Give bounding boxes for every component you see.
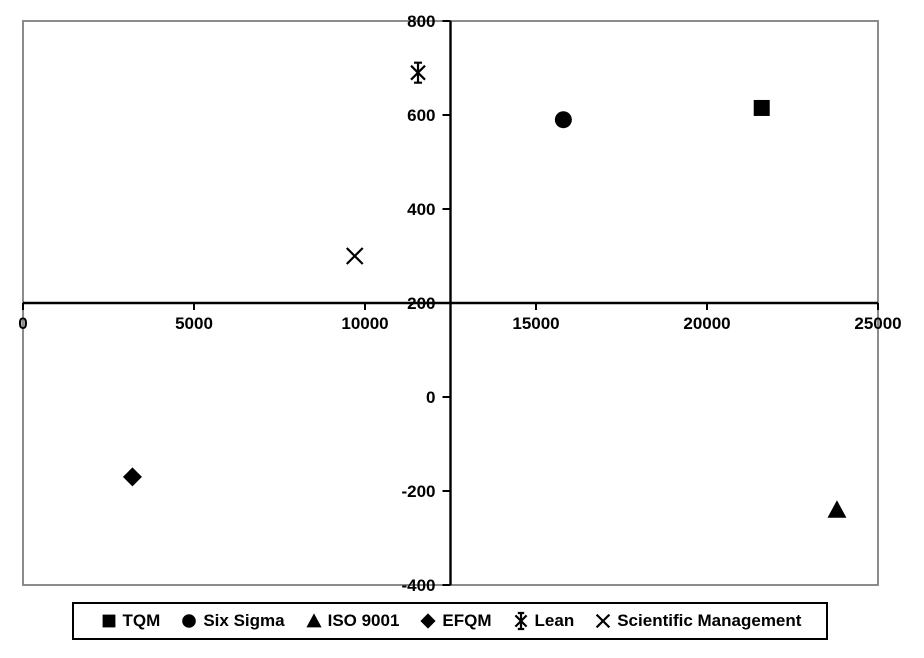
legend-item-label: TQM xyxy=(122,611,161,630)
triangle-marker-icon xyxy=(827,500,847,518)
data-point-scientific-management xyxy=(345,247,364,265)
asterisk-marker-icon xyxy=(410,61,426,84)
diamond-legend-icon xyxy=(420,613,437,629)
square-legend-icon xyxy=(102,614,115,628)
plot-area: 0 5000 10000 15000 20000 25000 800 600 400 200 0 -2… xyxy=(18,12,901,595)
legend-item-efqm: EFQM xyxy=(418,611,492,631)
x-marker-icon xyxy=(345,247,364,265)
diamond-marker-icon xyxy=(122,467,142,487)
legend-item-scientific-management: Scientific Management xyxy=(593,611,801,631)
y-axis-tick-label: 800 xyxy=(407,12,435,31)
legend-item-tqm: TQM xyxy=(99,611,161,631)
y-axis-tick-label: 200 xyxy=(407,294,435,313)
x-legend-icon xyxy=(596,613,611,629)
legend-item-label: Scientific Management xyxy=(617,611,802,630)
circle-marker-icon xyxy=(554,111,572,129)
legend-item-iso-9001: ISO 9001 xyxy=(304,611,400,631)
asterisk-marker-icon xyxy=(514,611,527,631)
x-axis-tick-label: 20000 xyxy=(683,314,730,333)
data-point-tqm xyxy=(753,99,770,116)
legend-item-label: Six Sigma xyxy=(203,611,285,630)
data-point-six-sigma xyxy=(554,111,572,129)
circle-marker-icon xyxy=(182,614,197,628)
legend-item-lean: Lean xyxy=(511,611,575,631)
x-axis-tick-label: 10000 xyxy=(341,314,388,333)
legend-item-label: EFQM xyxy=(442,611,492,630)
x-axis-tick-label: 15000 xyxy=(512,314,559,333)
x-axis-tick-label: 25000 xyxy=(854,314,901,333)
triangle-legend-icon xyxy=(305,613,322,628)
y-axis-tick-label: -400 xyxy=(401,576,435,595)
data-point-efqm xyxy=(122,467,142,487)
x-axis-tick-label: 0 xyxy=(18,314,27,333)
x-axis-tick-label: 5000 xyxy=(175,314,213,333)
legend-item-label: ISO 9001 xyxy=(327,611,400,630)
y-axis-tick-label: -200 xyxy=(401,482,435,501)
data-point-lean xyxy=(410,61,426,84)
y-axis-tick-label: 0 xyxy=(426,388,435,407)
legend-item-six-sigma: Six Sigma xyxy=(179,611,285,631)
y-axis-tick-label: 400 xyxy=(407,200,435,219)
x-marker-icon xyxy=(596,613,611,629)
y-axis-tick-label: 600 xyxy=(407,106,435,125)
triangle-marker-icon xyxy=(305,613,322,628)
square-marker-icon xyxy=(102,614,115,628)
diamond-marker-icon xyxy=(420,613,437,629)
legend-item-label: Lean xyxy=(534,611,575,630)
asterisk-legend-icon xyxy=(514,611,527,631)
data-point-iso-9001 xyxy=(827,500,847,518)
circle-legend-icon xyxy=(182,614,197,628)
legend: TQM Six Sigma ISO 9001 EFQM Lean Scientific M… xyxy=(72,602,828,640)
square-marker-icon xyxy=(753,99,770,116)
